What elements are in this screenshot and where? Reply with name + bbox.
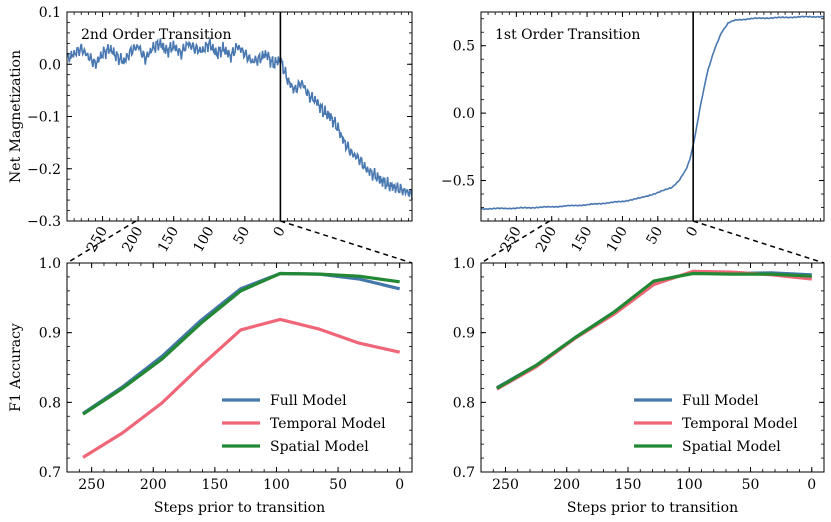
magnetization-series-line — [480, 15, 825, 211]
y-tick-label: 0.8 — [39, 395, 61, 411]
accuracy-curve-group — [82, 271, 401, 459]
zoom-connector-left — [66, 220, 137, 264]
x-tick-label: 0 — [683, 224, 701, 240]
y-tick-label: 0.9 — [453, 326, 475, 342]
y-tick-label: −0.3 — [27, 214, 61, 230]
y-tick-label: 0.5 — [453, 39, 475, 55]
x-tick-label: 250 — [78, 477, 105, 493]
x-tick-label: 0 — [271, 224, 289, 240]
y-tick-label: −0.2 — [27, 162, 61, 178]
y-tick-label: 0.7 — [39, 465, 61, 481]
zoom-connector-right — [280, 220, 413, 264]
plot-frame — [66, 11, 413, 222]
legend-label-temporal: Temporal Model — [270, 416, 386, 432]
x-tick-label: 100 — [263, 477, 290, 493]
magnetization-curve-group — [480, 12, 825, 221]
y-axis-label: F1 Accuracy — [8, 323, 24, 412]
zoom-connector-left — [480, 220, 550, 264]
x-tick-label: 50 — [742, 477, 760, 493]
legend-label-spatial: Spatial Model — [270, 439, 369, 455]
y-tick-label: 0.8 — [453, 395, 475, 411]
x-tick-label: 200 — [533, 224, 560, 255]
legend-label-full: Full Model — [682, 393, 759, 409]
x-tick-label: 100 — [604, 224, 631, 255]
x-tick-label: 200 — [119, 224, 146, 255]
legend: Full Model Temporal Model Spatial Model — [634, 393, 798, 455]
axis-ticks: 1.0 0.9 0.8 0.7 250 200 150 100 50 0 — [453, 256, 824, 493]
zoom-connector-right — [692, 220, 825, 264]
series-line-full — [496, 271, 812, 390]
x-tick-label: 50 — [231, 224, 254, 247]
x-tick-label: 100 — [191, 224, 218, 255]
magnetization-curve-group — [66, 12, 413, 221]
legend-label-full: Full Model — [270, 393, 347, 409]
y-axis-label: Net Magnetization — [8, 50, 24, 183]
panel-second-order-accuracy: 1.0 0.9 0.8 0.7 250 200 150 100 50 0 Full Model Te… — [8, 256, 413, 516]
x-tick-label: 100 — [676, 477, 703, 493]
legend: Full Model Temporal Model Spatial Model — [222, 393, 386, 455]
series-line-temporal — [496, 269, 812, 391]
y-tick-label: 0.9 — [39, 326, 61, 342]
x-tick-label: 50 — [643, 224, 666, 247]
x-tick-label: 250 — [492, 477, 519, 493]
legend-label-temporal: Temporal Model — [682, 416, 798, 432]
y-tick-label: −0.1 — [27, 110, 61, 126]
series-line-full — [82, 271, 401, 415]
y-tick-label: 1.0 — [39, 256, 61, 272]
y-tick-label: 0.0 — [39, 57, 61, 73]
series-line-temporal — [82, 317, 401, 459]
x-tick-label: 0 — [807, 477, 816, 493]
y-tick-label: −0.5 — [441, 174, 475, 190]
series-line-spatial — [82, 271, 400, 416]
axis-ticks: 1.0 0.9 0.8 0.7 250 200 150 100 50 0 — [39, 256, 412, 493]
x-tick-label: 150 — [615, 477, 642, 493]
x-tick-label: 150 — [568, 224, 595, 255]
x-tick-label: 200 — [140, 477, 167, 493]
y-tick-label: 0.1 — [39, 5, 61, 21]
panel-annotation: 2nd Order Transition — [81, 27, 232, 43]
x-axis-label: Steps prior to transition — [154, 500, 325, 516]
panel-first-order-accuracy: 1.0 0.9 0.8 0.7 250 200 150 100 50 0 Full Model Te… — [453, 256, 825, 516]
y-tick-label: 0.7 — [453, 465, 475, 481]
x-tick-label: 150 — [201, 477, 228, 493]
x-tick-label: 0 — [395, 477, 404, 493]
legend-label-spatial: Spatial Model — [682, 439, 781, 455]
x-tick-label: 50 — [329, 477, 347, 493]
magnetization-series-line — [66, 37, 413, 200]
x-axis-label: Steps prior to transition — [567, 500, 738, 516]
x-tick-label: 200 — [553, 477, 580, 493]
y-tick-label: 0.0 — [453, 106, 475, 122]
accuracy-curve-group — [496, 269, 812, 391]
series-line-spatial — [496, 271, 812, 390]
plot-frame — [480, 11, 825, 222]
zoom-connector-lines — [66, 220, 825, 264]
panel-annotation: 1st Order Transition — [495, 27, 640, 43]
y-tick-label: 1.0 — [453, 256, 475, 272]
x-tick-label: 150 — [155, 224, 182, 255]
